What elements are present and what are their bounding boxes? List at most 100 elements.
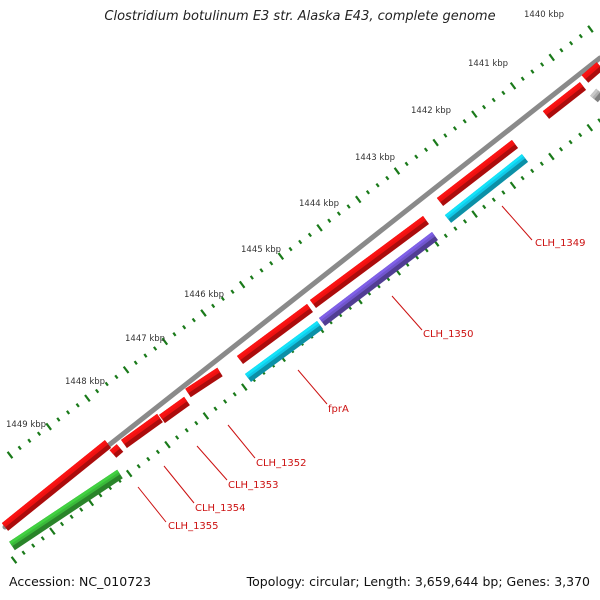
ruler-tick [84,394,91,403]
ruler-tick [194,420,199,426]
ruler-tick [220,296,225,302]
ruler-tick [182,324,187,330]
ruler-labels: 1440 kbp 1441 kbp 1442 kbp 1443 kbp 1444 kbp… [6,10,564,430]
ruler-tick [223,399,228,404]
gene-label-CLH_1355[interactable]: CLH_1355 [168,521,219,532]
ruler-tick [559,48,564,53]
ruler-tick [365,190,370,195]
gene-bar-fprA-upper[interactable] [237,304,313,364]
ruler-label: 1446 kbp [184,290,224,300]
ruler-tick [491,97,496,103]
ruler-tick [288,246,293,252]
ruler-tick [66,410,71,415]
gene-bar-CLH_1350-upper[interactable] [310,216,429,308]
ruler-tick [202,412,210,420]
gene-bar-edge-upper[interactable] [581,62,600,83]
ruler-tick [462,219,468,224]
ruler-tick [423,147,429,152]
ruler-tick [232,392,237,397]
gene-leader-line [137,486,167,523]
gene-bar-CLH_1354-upper-b[interactable] [121,413,163,449]
gene-features [1,62,600,551]
gene-bar-CLH_1355-lower[interactable] [9,469,123,551]
gene-label-CLH_1350[interactable]: CLH_1350 [423,329,474,340]
gene-bar-CLH_1353-upper[interactable] [159,396,190,424]
ruler-tick [122,365,130,374]
ruler-tick [125,469,133,478]
ruler-ticks [6,25,600,564]
ruler-tick [17,445,22,451]
gene-leader-line [297,369,328,405]
ruler-tick [213,406,218,411]
ruler-tick [143,353,148,358]
ruler-label: 1444 kbp [299,199,339,209]
ruler-tick [501,90,506,96]
gene-label-CLH_1352[interactable]: CLH_1352 [256,458,307,469]
ruler-tick [56,417,61,422]
ruler-tick [49,527,56,536]
gene-label-CLH_1349[interactable]: CLH_1349 [535,238,586,249]
ruler-tick [462,119,467,124]
ruler-tick [336,211,341,216]
gene-leader-line [227,424,256,459]
gene-bar-fprA-lower[interactable] [245,321,323,382]
ruler-tick [385,175,390,181]
ruler-tick [520,76,525,81]
ruler-tick [6,451,14,459]
ruler-label: 1440 kbp [524,10,564,20]
gene-bar-CLH_1354-upper[interactable] [109,444,124,458]
ruler-tick [316,223,323,232]
ruler-tick [453,226,458,231]
ruler-tick [558,147,564,152]
ruler-tick [45,422,52,431]
ruler-tick [161,337,169,346]
ruler-label: 1449 kbp [6,420,46,430]
ruler-label: 1442 kbp [411,106,451,116]
ruler-tick [27,438,32,444]
gene-bar-CLH_1349-lower[interactable] [444,154,529,223]
gene-bar-CLH_1349-upper[interactable] [436,140,519,206]
ruler-tick [238,280,246,289]
ruler-tick [327,218,332,223]
ruler-label: 1443 kbp [355,153,395,163]
ruler-tick [509,81,517,90]
ruler-tick [404,161,409,167]
gene-bar-CLH_1355-upper[interactable] [1,440,112,531]
ruler-tick [307,232,312,238]
gene-label-fprA[interactable]: fprA [328,404,349,415]
ruler-label: 1448 kbp [65,377,105,387]
gene-label-CLH_1354[interactable]: CLH_1354 [195,503,246,514]
ruler-tick [393,167,401,175]
ruler-tick [432,138,439,147]
ruler-tick [452,126,458,131]
ruler-tick [241,383,248,391]
ruler-tick [482,204,487,210]
ruler-tick [355,195,362,204]
ruler-tick [509,181,517,190]
ruler-tick [136,464,141,469]
ruler-tick [36,431,42,436]
ruler-tick [414,154,419,160]
ruler-tick [10,556,18,564]
gene-label-CLH_1353[interactable]: CLH_1353 [228,480,279,491]
ruler-tick [443,133,448,138]
ruler-tick [146,456,151,462]
ruler-tick [153,346,158,351]
ruler-tick [259,268,264,273]
ruler-tick [568,139,573,145]
ruler-tick [471,210,478,218]
ruler-tick [104,381,109,387]
gene-bar-edge-gray[interactable] [590,88,600,103]
ruler-tick [184,428,189,433]
ruler-tick [346,204,351,209]
gene-bar-next-upper[interactable] [542,82,587,119]
ruler-tick [230,289,235,294]
gene-bar-CLH_1352-upper[interactable] [185,367,223,398]
ruler-tick [98,492,103,498]
ruler-tick [75,403,80,408]
ruler-tick [69,514,74,520]
ruler-tick [540,62,545,67]
gene-bar-CLH_1350-lower[interactable] [319,232,438,326]
ruler-tick [191,317,196,323]
ruler-tick [578,132,583,138]
